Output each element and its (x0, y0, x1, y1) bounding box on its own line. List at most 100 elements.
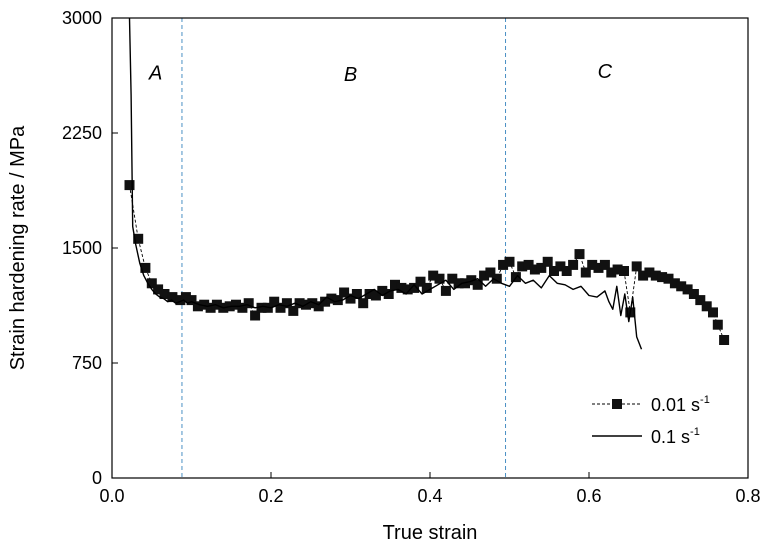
series-1-point (307, 298, 318, 309)
legend-label-series-2: 0.1 s-1 (651, 426, 700, 447)
series-1-point (638, 270, 649, 281)
series-1-line (129, 185, 725, 341)
series-1-point (320, 296, 331, 307)
y-tick-label: 1500 (62, 238, 102, 258)
series-1-point (124, 180, 135, 191)
legend: 0.01 s-1 0.1 s-1 (592, 394, 710, 447)
series-1-point (383, 289, 394, 299)
series-1-point (657, 272, 668, 283)
series-1-point (275, 302, 286, 313)
series-1-point (288, 305, 299, 316)
series-1-point (205, 302, 216, 313)
series-1-point (192, 301, 203, 312)
series-1-point (612, 264, 623, 275)
series-1-point (256, 302, 267, 313)
series-1-point (364, 289, 375, 299)
series-1-point (580, 267, 591, 278)
series-1-point (186, 295, 197, 306)
series-1-point (377, 285, 388, 296)
series-1-point (269, 296, 280, 307)
y-axis-ticks: 0 750 1500 2250 3000 (62, 8, 118, 488)
series-1-point (370, 290, 381, 301)
series-1-point (146, 278, 157, 289)
series-1-point (719, 335, 730, 345)
series-1-point (491, 273, 502, 284)
series-1-point (415, 276, 426, 287)
series-1-point (358, 298, 369, 309)
series-1-point (676, 281, 687, 292)
series-1-point (237, 302, 248, 313)
series-1-point (555, 261, 566, 272)
y-tick-label: 3000 (62, 8, 102, 28)
series-1-point (472, 279, 483, 290)
series-1-point (390, 279, 400, 290)
series-1-point (180, 292, 191, 303)
series-1-point (133, 233, 144, 244)
x-tick-label: 0.8 (735, 486, 760, 506)
series-1-point (231, 299, 241, 310)
series-1-point (644, 267, 655, 278)
legend-label-series-1: 0.01 s-1 (651, 394, 710, 415)
series-1-point (351, 289, 362, 299)
series-1-point (599, 259, 610, 270)
series-1-point (281, 298, 292, 309)
series-1-point (504, 256, 515, 267)
y-axis-label: Strain hardening rate / MPa (7, 125, 29, 370)
plot-inner (124, 18, 730, 478)
series-1-point (159, 289, 170, 299)
series-1-point (466, 275, 477, 286)
series-1-point (688, 289, 699, 299)
region-label-b: B (344, 64, 357, 86)
series-1-point (294, 298, 305, 309)
series-1-point (712, 319, 723, 330)
series-1-point (345, 293, 356, 304)
series-1-point (568, 259, 579, 270)
series-1-point (250, 310, 261, 321)
series-1-point (529, 264, 540, 275)
series-1-point (479, 270, 490, 281)
series-1-point (561, 266, 572, 276)
series-1-point (498, 259, 509, 270)
series-1-point (701, 301, 712, 312)
series-1-point (428, 270, 439, 281)
series-1-point (536, 262, 547, 273)
series-1-point (402, 284, 413, 295)
series-1-point (313, 301, 324, 312)
series-1-point (243, 298, 254, 309)
series-1-point (175, 295, 186, 306)
series-1-point (523, 259, 534, 270)
series-1-point (332, 295, 343, 306)
plot-layer: A B C (124, 18, 730, 478)
series-1-point (650, 270, 661, 281)
series-1-point (606, 267, 617, 278)
series-1-point (669, 278, 680, 289)
series-1-point (619, 266, 629, 276)
series-1-point (409, 282, 420, 293)
series-1-point (434, 273, 445, 284)
series-1-point (199, 299, 210, 310)
series-1-point (485, 267, 496, 278)
series-1-point (326, 293, 337, 304)
series-1-point (140, 262, 151, 273)
series-1-point (663, 273, 674, 284)
y-tick-label: 750 (72, 353, 102, 373)
series-1-point (517, 261, 528, 272)
series-1-point (631, 261, 642, 272)
series-1-point (708, 307, 718, 318)
series-1-point (549, 266, 559, 276)
x-tick-label: 0.0 (99, 486, 124, 506)
series-1-point (587, 259, 598, 270)
series-2-line (128, 18, 643, 350)
series-1-point (447, 273, 458, 284)
series-1-point (153, 284, 164, 295)
series-1-point (682, 284, 693, 295)
region-label-c: C (598, 61, 613, 83)
series-1-point (574, 249, 585, 260)
series-1-point (396, 282, 407, 293)
series-1-point (167, 292, 178, 303)
legend-marker-series-1 (612, 399, 622, 409)
x-tick-label: 0.6 (576, 486, 601, 506)
series-1-point (339, 287, 350, 298)
y-tick-label: 0 (92, 468, 102, 488)
